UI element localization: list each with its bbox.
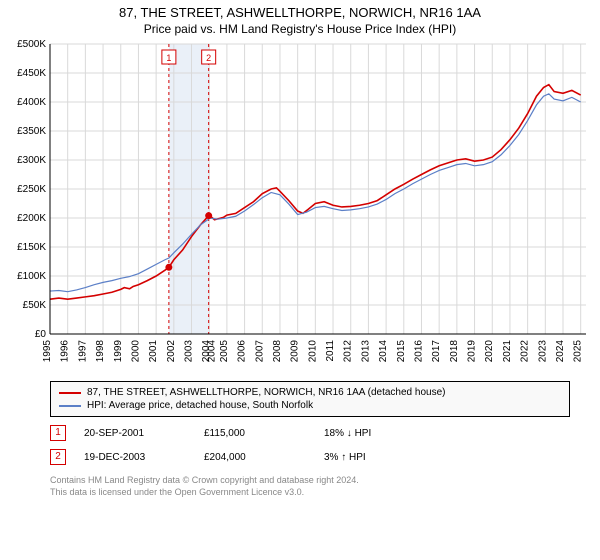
sale-price: £204,000 [204,452,324,463]
svg-text:£450K: £450K [17,68,46,79]
svg-text:2021: 2021 [502,340,513,363]
svg-text:2022: 2022 [520,340,531,363]
svg-text:2020: 2020 [484,340,495,363]
svg-text:2023: 2023 [537,340,548,363]
footer-line-1: Contains HM Land Registry data © Crown c… [50,475,592,487]
svg-text:2016: 2016 [413,340,424,363]
legend-label: 87, THE STREET, ASHWELLTHORPE, NORWICH, … [87,387,445,398]
sale-delta: 3% ↑ HPI [324,452,444,463]
svg-text:1998: 1998 [95,340,106,363]
legend-swatch [59,392,81,394]
sale-delta: 18% ↓ HPI [324,428,444,439]
svg-text:£50K: £50K [23,300,47,311]
svg-text:2: 2 [206,53,211,63]
svg-text:2024: 2024 [555,340,566,363]
svg-text:£150K: £150K [17,242,46,253]
svg-text:£300K: £300K [17,155,46,166]
svg-text:£100K: £100K [17,271,46,282]
svg-text:2019: 2019 [467,340,478,363]
sale-date: 20-SEP-2001 [84,428,204,439]
legend-item: HPI: Average price, detached house, Sout… [59,399,561,412]
sale-marker: 1 [50,425,66,441]
sales-table: 1 20-SEP-2001£115,00018% ↓ HPI 2 19-DEC-200… [50,421,570,469]
svg-text:2009: 2009 [290,340,301,363]
svg-text:2018: 2018 [449,340,460,363]
svg-text:2003: 2003 [184,340,195,363]
svg-text:2006: 2006 [237,340,248,363]
svg-text:2002: 2002 [166,340,177,363]
chart-subtitle: Price paid vs. HM Land Registry's House … [8,22,592,36]
legend-label: HPI: Average price, detached house, Sout… [87,400,313,411]
svg-text:2010: 2010 [307,340,318,363]
svg-text:2015: 2015 [396,340,407,363]
svg-text:2025: 2025 [573,340,584,363]
sale-date: 19-DEC-2003 [84,452,204,463]
footer-line-2: This data is licensed under the Open Gov… [50,487,592,499]
svg-text:1997: 1997 [77,340,88,363]
svg-text:2011: 2011 [325,340,336,362]
svg-text:2004: 2004 [207,340,218,363]
footer-attribution: Contains HM Land Registry data © Crown c… [50,475,592,498]
svg-text:1996: 1996 [60,340,71,363]
svg-text:1: 1 [166,53,171,63]
sale-marker: 2 [50,449,66,465]
svg-text:2013: 2013 [360,340,371,363]
svg-text:£200K: £200K [17,213,46,224]
price-chart: £0 £50K £100K £150K £200K £250K £300K £350K £400… [8,40,592,370]
svg-text:2005: 2005 [219,340,230,363]
svg-text:£400K: £400K [17,97,46,108]
sale-row: 1 20-SEP-2001£115,00018% ↓ HPI [50,421,570,445]
svg-text:1995: 1995 [42,340,53,363]
svg-text:2000: 2000 [130,340,141,363]
legend: 87, THE STREET, ASHWELLTHORPE, NORWICH, … [50,381,570,417]
svg-text:£0: £0 [35,329,47,340]
legend-swatch [59,405,81,407]
sale-row: 2 19-DEC-2003£204,0003% ↑ HPI [50,445,570,469]
svg-text:£350K: £350K [17,126,46,137]
svg-text:£250K: £250K [17,184,46,195]
svg-text:2001: 2001 [148,340,159,363]
chart-area: £0 £50K £100K £150K £200K £250K £300K £350K £400… [8,40,592,375]
chart-title: 87, THE STREET, ASHWELLTHORPE, NORWICH, … [8,5,592,20]
svg-text:2012: 2012 [343,340,354,363]
svg-text:2007: 2007 [254,340,265,363]
legend-item: 87, THE STREET, ASHWELLTHORPE, NORWICH, … [59,386,561,399]
svg-text:2017: 2017 [431,340,442,363]
svg-text:£500K: £500K [17,40,46,50]
sale-price: £115,000 [204,428,324,439]
svg-text:2008: 2008 [272,340,283,363]
svg-text:2014: 2014 [378,340,389,363]
svg-text:1999: 1999 [113,340,124,363]
